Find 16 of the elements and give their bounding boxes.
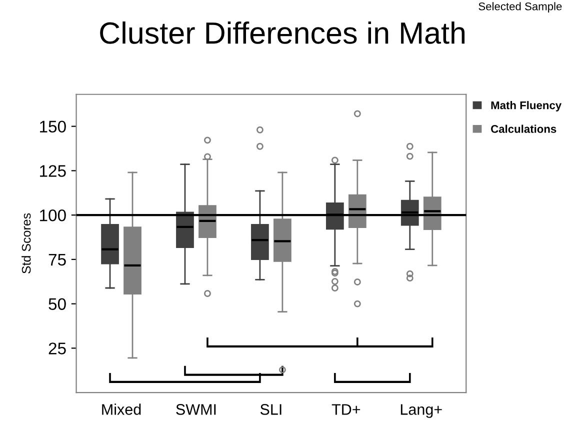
y-tick-label: 75 (48, 254, 66, 266)
legend-label: Calculations (491, 124, 556, 133)
y-tick-label: 25 (48, 342, 66, 354)
y-tick-label: 100 (40, 209, 66, 222)
x-tick-label: TD+ (332, 404, 360, 415)
chart-title: Cluster Differences in Math (100, 21, 465, 44)
x-tick-label: SWMI (176, 404, 216, 415)
x-tick-label: SLI (260, 404, 282, 415)
y-tick-label: 125 (40, 165, 66, 177)
y-axis-title: Std Scores (22, 213, 31, 274)
x-tick-label: Mixed (102, 404, 141, 415)
text: Selected Sample (478, 2, 562, 13)
y-tick-label: 50 (48, 298, 66, 310)
legend-label: Math Fluency (491, 101, 562, 112)
x-tick-label: Lang+ (400, 404, 442, 418)
y-tick-label: 150 (40, 120, 66, 133)
